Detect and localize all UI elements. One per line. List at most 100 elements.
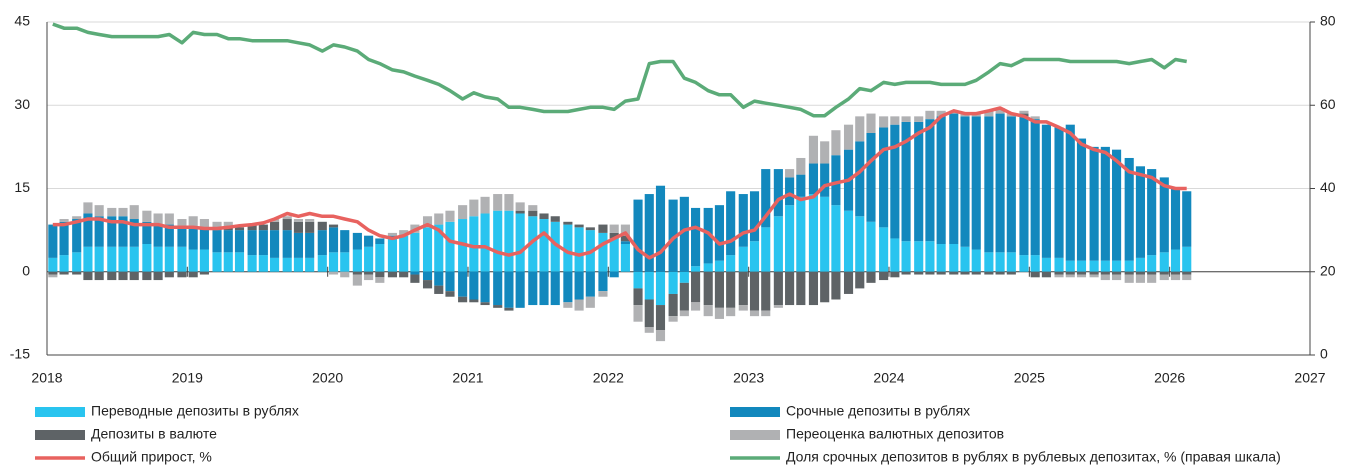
bar bbox=[773, 169, 783, 217]
bar bbox=[199, 249, 209, 272]
bar bbox=[293, 221, 303, 233]
bar bbox=[164, 224, 174, 247]
bar bbox=[691, 266, 701, 272]
bar bbox=[1147, 169, 1157, 256]
bar bbox=[1030, 255, 1040, 272]
bar bbox=[458, 296, 468, 303]
bar bbox=[773, 216, 783, 272]
bar bbox=[352, 249, 362, 272]
bar bbox=[107, 207, 117, 217]
bar bbox=[94, 271, 104, 281]
y2-tick-label: 80 bbox=[1320, 13, 1336, 29]
bar bbox=[340, 230, 350, 253]
bar bbox=[153, 224, 163, 247]
bar bbox=[177, 246, 187, 272]
legend-label: Переоценка валютных депозитов bbox=[786, 426, 1004, 442]
bar bbox=[1100, 260, 1110, 272]
bar bbox=[375, 271, 385, 278]
bar bbox=[293, 219, 303, 222]
bar bbox=[469, 199, 479, 217]
bar bbox=[1182, 271, 1192, 275]
bar bbox=[831, 271, 841, 300]
bar bbox=[633, 199, 643, 272]
bar bbox=[434, 285, 444, 294]
bar bbox=[142, 271, 152, 281]
bar bbox=[317, 230, 327, 256]
bar bbox=[585, 271, 595, 297]
bar bbox=[574, 227, 584, 272]
bar bbox=[820, 163, 830, 197]
bar bbox=[855, 116, 865, 142]
bar bbox=[515, 213, 525, 272]
bar bbox=[364, 246, 374, 272]
bar bbox=[199, 271, 209, 275]
bar bbox=[949, 113, 959, 244]
bar bbox=[164, 213, 174, 225]
bar bbox=[1030, 119, 1040, 256]
bar bbox=[796, 157, 806, 175]
bar bbox=[1089, 146, 1099, 261]
bar bbox=[831, 130, 841, 156]
bar bbox=[995, 271, 1005, 275]
bar bbox=[1112, 149, 1122, 261]
bar bbox=[504, 194, 514, 211]
bar bbox=[1135, 274, 1145, 283]
bar bbox=[223, 252, 233, 272]
y2-tick-label: 60 bbox=[1320, 96, 1336, 112]
bar bbox=[118, 271, 128, 281]
bar bbox=[247, 224, 257, 231]
bar bbox=[1054, 274, 1064, 278]
bar bbox=[469, 216, 479, 272]
bar bbox=[879, 127, 889, 228]
bar bbox=[574, 271, 584, 300]
bar bbox=[72, 216, 82, 220]
x-tick-label: 2019 bbox=[172, 370, 203, 386]
bar bbox=[703, 305, 713, 317]
bar bbox=[399, 230, 409, 236]
bar bbox=[655, 330, 666, 342]
bar bbox=[890, 271, 900, 278]
bar bbox=[1100, 274, 1110, 281]
bar bbox=[199, 219, 209, 228]
bar bbox=[1089, 260, 1099, 272]
bar bbox=[1170, 188, 1181, 250]
bar bbox=[855, 271, 865, 289]
bar bbox=[563, 302, 573, 308]
bar bbox=[796, 271, 806, 306]
bar bbox=[1112, 260, 1122, 272]
bar bbox=[1170, 271, 1181, 275]
bar bbox=[984, 116, 994, 253]
bar bbox=[1170, 274, 1181, 281]
bar bbox=[925, 241, 935, 272]
bar bbox=[866, 271, 876, 283]
bar bbox=[960, 271, 970, 275]
bar bbox=[620, 241, 630, 244]
legend-label: Депозиты в валюте bbox=[91, 426, 217, 442]
bar bbox=[598, 271, 608, 292]
bar bbox=[609, 232, 619, 239]
bar bbox=[480, 302, 490, 306]
bar bbox=[714, 271, 724, 308]
bar bbox=[971, 249, 981, 272]
bar bbox=[691, 207, 701, 267]
bar bbox=[855, 216, 865, 272]
bar bbox=[188, 271, 198, 278]
bar bbox=[72, 271, 82, 275]
bar bbox=[305, 219, 315, 222]
bar bbox=[410, 274, 420, 283]
bar bbox=[223, 221, 233, 228]
bar bbox=[387, 232, 398, 236]
bar bbox=[1030, 271, 1040, 278]
bar bbox=[773, 271, 783, 306]
bar bbox=[866, 133, 876, 222]
bar bbox=[585, 227, 595, 231]
bar bbox=[644, 327, 654, 333]
line bbox=[52, 22, 1188, 118]
bar bbox=[936, 116, 946, 244]
bar bbox=[644, 194, 654, 272]
bar bbox=[528, 205, 538, 211]
bar bbox=[270, 221, 280, 231]
bar bbox=[515, 202, 525, 211]
bar bbox=[445, 291, 455, 297]
